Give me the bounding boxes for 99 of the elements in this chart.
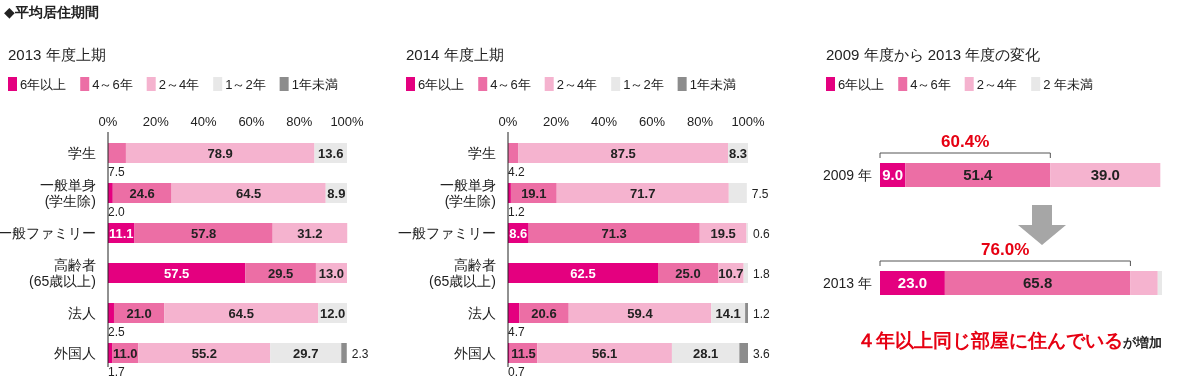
y-tick-label: 学生 [468,145,496,161]
data-label: 11.0 [112,346,138,361]
y-tick-label: 2009 年 [822,167,872,183]
data-label: 0.6 [753,227,771,241]
legend-label: 2 年未満 [1043,77,1094,92]
data-label: 20.6 [531,306,557,321]
x-tick-label: 100% [330,114,365,129]
chart-title: 2014 年度上期 [406,46,504,63]
data-label: 4.7 [508,325,526,339]
legend-label: 4～6年 [490,77,531,92]
x-tick-label: 40% [190,114,218,129]
data-label: 57.5 [164,266,190,281]
legend-label: 1年未満 [689,77,736,92]
data-label: 10.7 [718,266,744,281]
data-label: 0.7 [508,365,526,379]
y-tick-label: 高齢者 (65歳以上) [429,257,496,289]
data-label: 24.6 [129,186,155,201]
y-tick-label: 外国人 [54,345,96,361]
data-label: 1.2 [753,307,771,321]
annotation: ４年以上同じ部屋に住んでいる [857,330,1123,351]
data-label: 8.6 [509,226,528,241]
data-label: 25.0 [675,266,701,281]
data-label: 39.0 [1090,166,1120,183]
data-label: 64.5 [228,306,254,321]
y-tick-label: 法人 [468,305,496,321]
y-tick-label: 一般単身 (学生除) [40,177,96,209]
data-label: 65.8 [1023,274,1053,291]
legend-label: 2～4年 [158,77,200,92]
data-label: 2.5 [108,325,126,339]
annotation: 76.0% [981,240,1030,259]
data-label: 71.3 [601,226,627,241]
data-label: 1.8 [753,267,771,281]
data-label: 29.5 [268,266,294,281]
legend-label: 4～6年 [92,77,133,92]
data-label: 23.0 [897,274,928,291]
data-label: 62.5 [570,266,596,281]
data-label: 28.1 [692,346,719,361]
chart-title: 2013 年度上期 [8,46,106,63]
text: ◆平均居住期間 [4,4,99,20]
legend-label: 2～4年 [556,77,598,92]
legend-label: 1～2年 [623,77,664,92]
legend-label: 2～4年 [976,77,1018,92]
legend-label: 1年未満 [291,77,338,92]
data-label: 4.2 [508,165,526,179]
data-label: 8.9 [327,186,346,201]
data-label: 57.8 [190,226,217,241]
data-label: 9.0 [882,166,904,183]
legend-label: 6年以上 [838,77,885,92]
data-label: 2.3 [351,347,369,361]
x-tick-label: 60% [638,114,666,129]
data-label: 12.0 [320,306,346,321]
y-tick-label: 法人 [68,305,96,321]
data-label: 87.5 [610,146,636,161]
data-label: 2.0 [108,205,126,219]
data-label: 1.2 [508,205,526,219]
x-tick-label: 0% [498,114,518,129]
data-label: 7.5 [108,165,126,179]
legend-label: 1～2年 [225,77,266,92]
data-label: 3.6 [753,347,771,361]
chart-title: 2009 年度から 2013 年度の変化 [826,46,1041,63]
y-tick-label: 一般単身 (学生除) [440,177,496,209]
y-tick-label: 一般ファミリー [398,225,496,241]
data-label: 56.1 [591,346,618,361]
data-label: 51.4 [963,166,994,183]
data-label: 64.5 [236,186,262,201]
legend-label: 6年以上 [20,77,67,92]
data-label: 71.7 [630,186,656,201]
data-label: 13.6 [318,146,344,161]
data-label: 31.2 [297,226,323,241]
x-tick-label: 40% [590,114,618,129]
data-label: 55.2 [191,346,217,361]
data-label: 59.4 [627,306,654,321]
y-tick-label: 2013 年 [822,275,872,291]
annotation: 60.4% [941,132,990,151]
y-tick-label: 高齢者 (65歳以上) [29,257,96,289]
data-label: 11.5 [511,346,536,361]
y-tick-label: 学生 [68,145,96,161]
legend-label: 4～6年 [910,77,951,92]
data-label: 1.7 [108,365,126,379]
legend-label: 6年以上 [418,77,465,92]
y-tick-label: 外国人 [454,345,496,361]
data-label: 29.7 [293,346,319,361]
data-label: 19.5 [710,226,736,241]
x-tick-label: 80% [686,114,714,129]
x-tick-label: 100% [731,114,766,129]
data-label: 11.1 [108,226,134,241]
x-tick-label: 80% [286,114,313,129]
data-label: 13.0 [318,266,345,281]
x-tick-label: 20% [542,114,570,129]
data-label: 14.1 [715,306,741,321]
x-tick-label: 60% [238,114,265,129]
data-label: 21.0 [126,306,152,321]
x-tick-label: 20% [142,114,170,129]
x-tick-label: 0% [98,114,118,129]
data-label: 8.3 [729,146,748,161]
data-label: 19.1 [521,186,547,201]
annotation: が増加 [1122,335,1162,350]
data-label: 78.9 [207,146,233,161]
data-label: 7.5 [751,187,769,201]
